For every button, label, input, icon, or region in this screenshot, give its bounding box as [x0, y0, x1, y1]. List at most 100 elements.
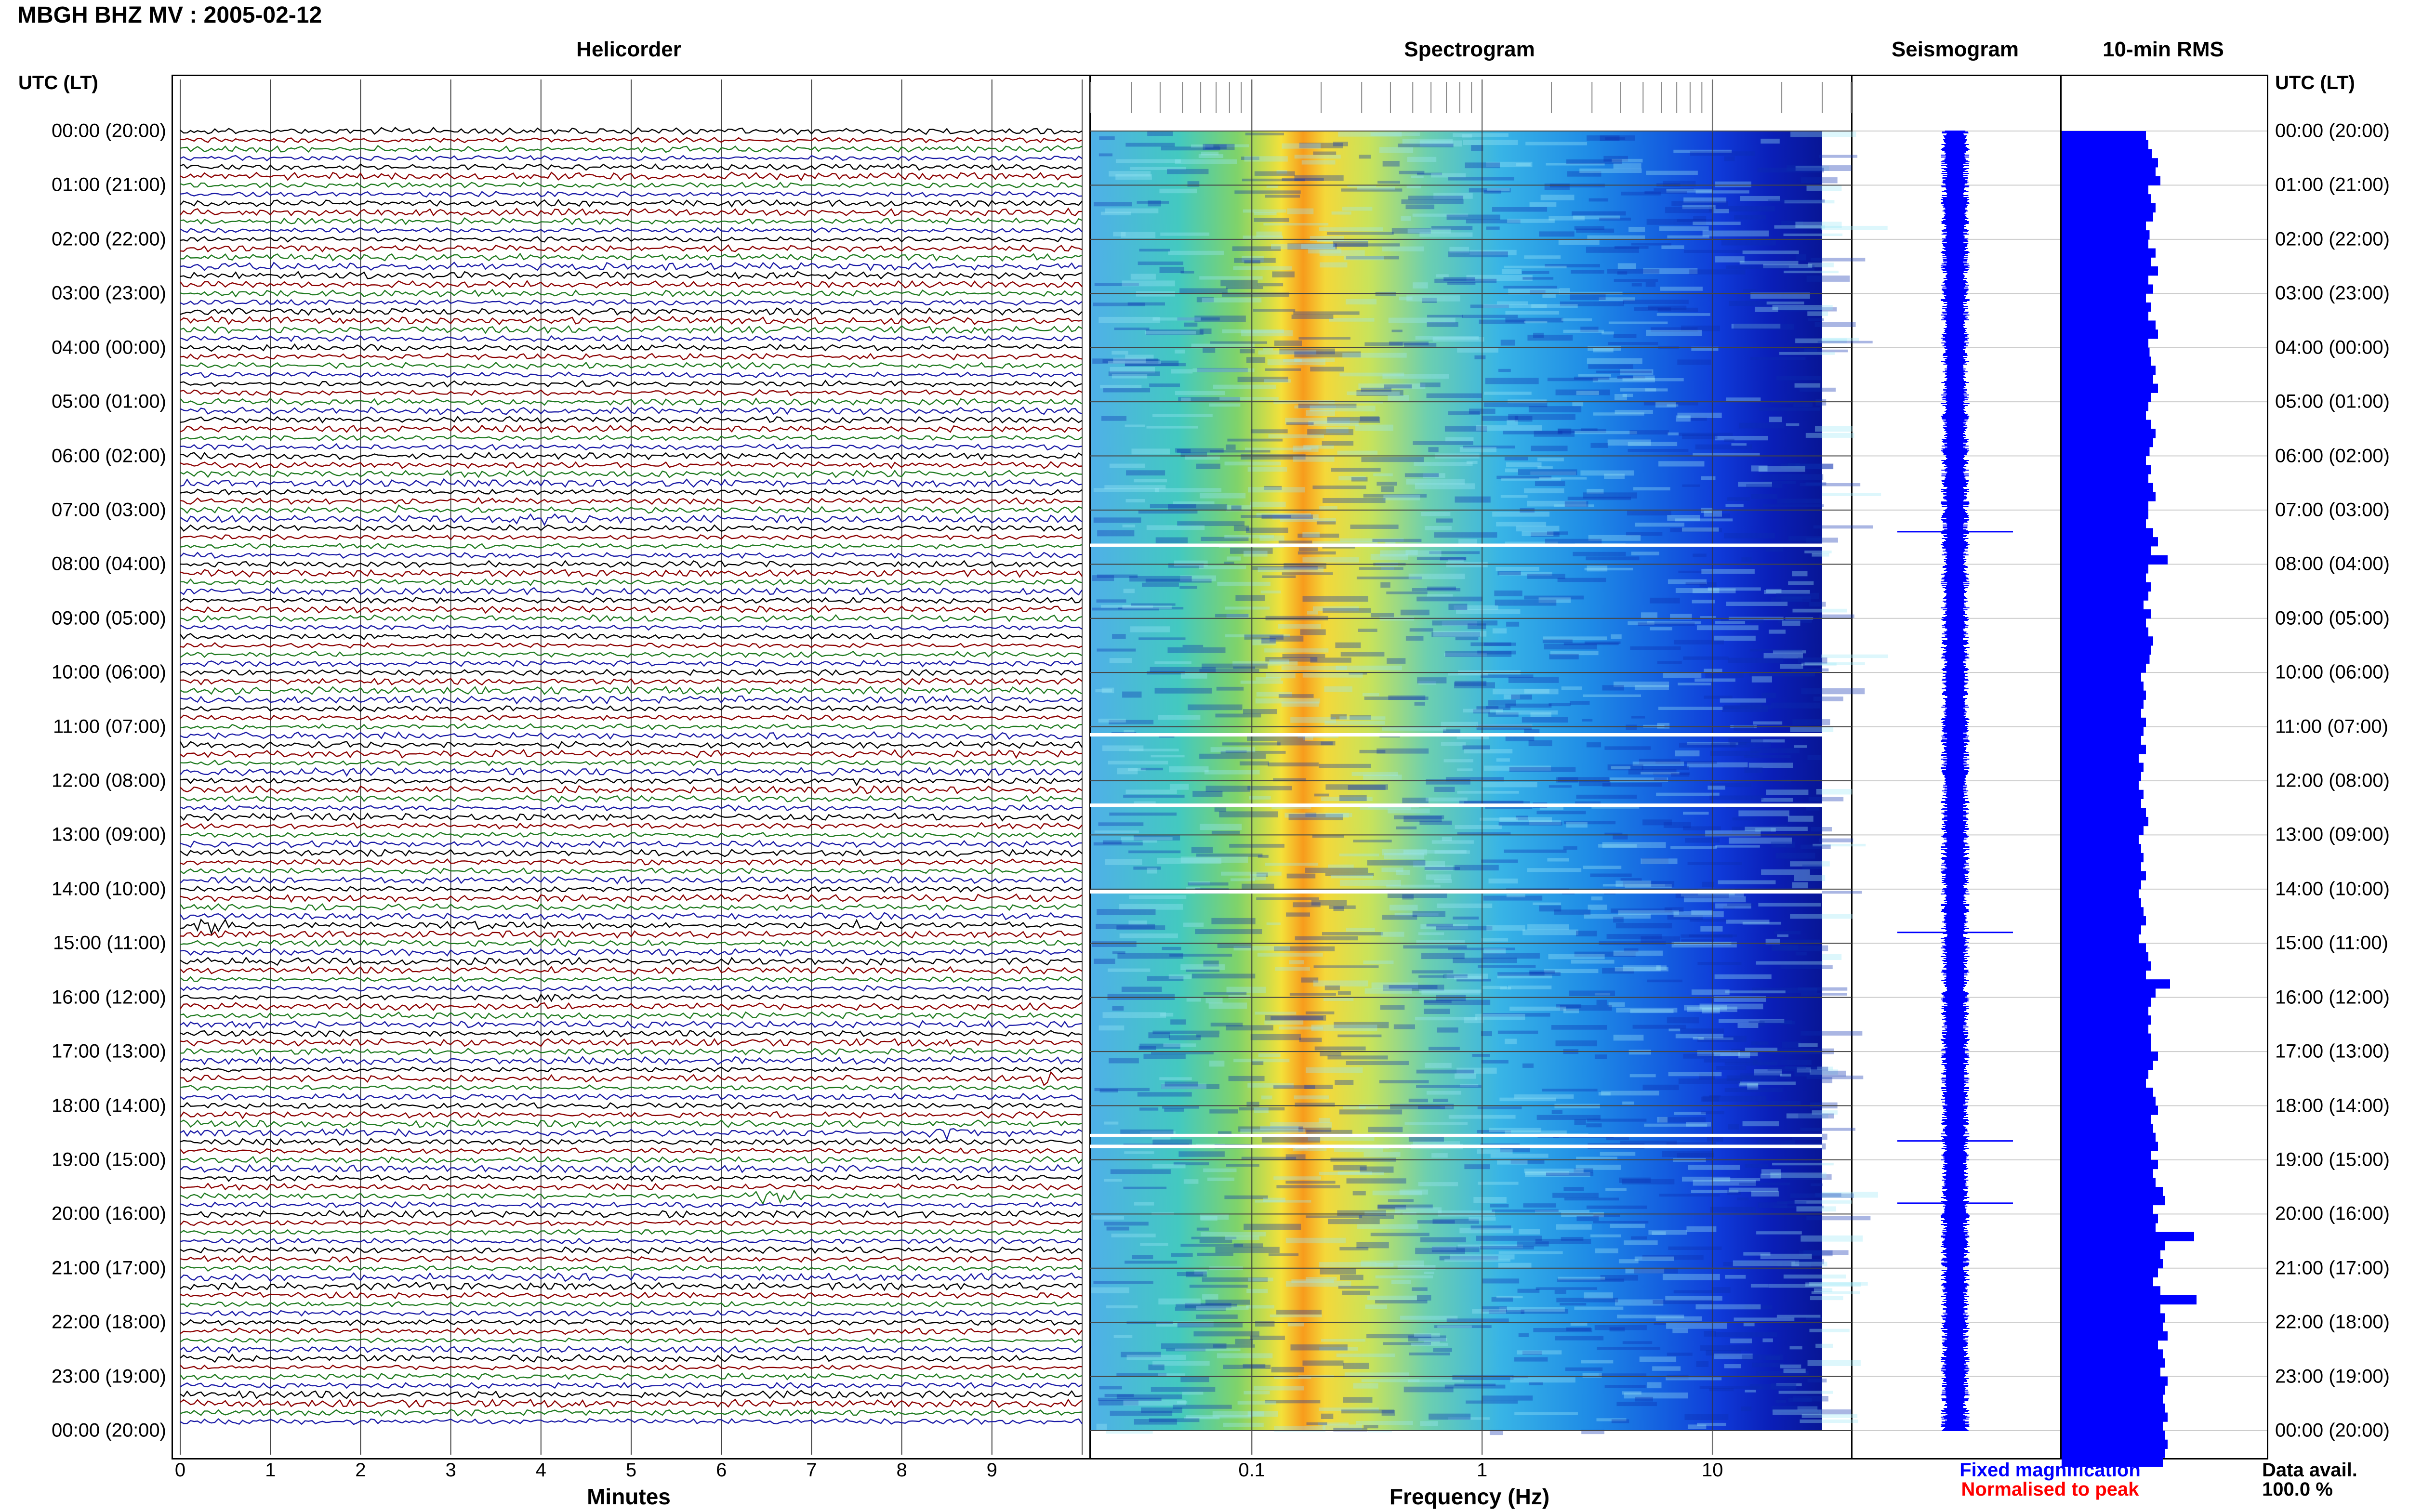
spectrogram-noise	[1609, 1327, 1625, 1332]
rms-bar	[2062, 844, 2141, 854]
spectrogram-noise	[1147, 976, 1184, 981]
spectrogram-noise	[1617, 376, 1645, 379]
spectrogram-noise	[1630, 1236, 1647, 1240]
helicorder-trace	[180, 587, 1083, 596]
helicorder-trace	[180, 695, 1083, 705]
spectrogram-noise	[1564, 1197, 1619, 1201]
spectrogram-noise	[1729, 837, 1792, 844]
spectrogram-noise	[1598, 844, 1637, 848]
spectrogram-noise	[1497, 1030, 1538, 1034]
spectrogram-noise	[1487, 188, 1510, 191]
spectrogram-noise	[1198, 154, 1224, 158]
helicorder-trace	[180, 524, 1083, 532]
spectrogram-noise	[1768, 1284, 1822, 1288]
spectrogram-noise	[1252, 639, 1276, 645]
spectrogram-noise	[1174, 560, 1208, 566]
spectrogram-noise	[1756, 1370, 1809, 1376]
spectrogram-noise	[1488, 1310, 1525, 1315]
rms-bar	[2062, 880, 2141, 890]
spectrogram-noise	[1452, 1375, 1514, 1381]
spectrogram-noise	[1806, 184, 1842, 191]
spectrogram-noise	[1121, 232, 1156, 238]
spectrogram-noise	[1747, 1083, 1759, 1090]
spectrogram-noise	[1132, 1255, 1153, 1260]
rms-bar	[2062, 1403, 2165, 1413]
spectrogram-noise	[1455, 496, 1491, 503]
spectrogram-noise	[1216, 686, 1244, 691]
spectrogram-noise	[1177, 448, 1191, 453]
spectrogram-noise	[1695, 1304, 1761, 1310]
helicorder-trace	[180, 434, 1083, 441]
spectrogram-noise	[1129, 749, 1179, 751]
spectrogram-noise	[1320, 1268, 1356, 1275]
hour-label-right: 00:00 (20:00)	[2275, 120, 2390, 142]
spectrogram-noise	[1522, 531, 1554, 536]
spectrogram-noise	[1694, 678, 1735, 682]
spectrogram-noise	[1210, 1023, 1243, 1027]
helicorder-trace	[180, 578, 1083, 586]
spectrogram-noise	[1793, 1396, 1828, 1402]
spectrogram-noise	[1319, 227, 1383, 231]
spectrogram-noise	[1527, 334, 1573, 341]
spectrogram-noise	[1798, 1043, 1818, 1047]
spectrogram-noise	[1658, 707, 1723, 710]
spectrogram-noise	[1587, 1118, 1647, 1122]
spectrogram-noise	[1635, 1396, 1653, 1402]
spectrogram-noise	[1783, 233, 1843, 237]
spectrogram-noise	[1350, 715, 1371, 720]
spectrogram-noise	[1771, 597, 1802, 602]
spectrogram-noise	[1737, 1023, 1759, 1028]
spectrogram-noise	[1180, 964, 1225, 970]
spectrogram-noise	[1308, 1137, 1375, 1141]
spectrogram-noise	[1244, 1391, 1270, 1394]
spectrogram-noise	[1273, 1176, 1321, 1180]
spectrogram-noise	[1418, 1338, 1447, 1341]
spectrogram-noise	[1726, 920, 1770, 924]
spectrogram-noise	[1819, 614, 1854, 618]
spectrogram-noise	[1261, 638, 1276, 644]
spectrogram-noise	[1200, 1214, 1229, 1220]
helicorder-trace	[180, 848, 1083, 857]
spectrogram-noise	[1539, 477, 1587, 480]
spectrogram-noise	[1239, 1107, 1285, 1111]
helicorder-trace	[180, 1071, 1083, 1086]
spectrogram-noise	[1790, 131, 1856, 137]
spectrogram-noise	[1166, 1348, 1206, 1352]
spectrogram-noise	[1180, 673, 1207, 679]
spectrogram-noise	[1646, 171, 1698, 175]
rms-bar	[2062, 952, 2148, 962]
spectrogram-noise	[1761, 798, 1793, 802]
hour-label-left: 21:00 (17:00)	[52, 1257, 166, 1279]
rms-bar	[2062, 997, 2151, 1007]
spectrogram-noise	[1427, 322, 1458, 327]
spectrogram-noise	[1407, 157, 1437, 162]
spectrogram-noise	[1777, 499, 1821, 504]
rms-bar	[2062, 320, 2156, 330]
spectrogram-noise	[1774, 1206, 1824, 1209]
spectrogram-noise	[1522, 929, 1579, 935]
spectrogram-noise	[1389, 905, 1418, 911]
rms-bar	[2062, 402, 2148, 411]
spectrogram-noise	[1331, 211, 1351, 215]
spectrogram-noise	[1175, 1348, 1241, 1351]
spectrogram-noise	[1628, 442, 1678, 447]
spectrogram-noise	[1290, 717, 1336, 723]
rms-bar	[2062, 528, 2153, 538]
spectrogram-noise	[1651, 327, 1698, 332]
spectrogram-noise	[1804, 662, 1865, 665]
spectrogram-noise	[1490, 1204, 1509, 1208]
spectrogram-noise	[1405, 204, 1435, 210]
spectrogram-noise	[1149, 383, 1180, 387]
spectrogram-noise	[1664, 907, 1684, 912]
spectrogram-noise	[1154, 687, 1212, 694]
spectrogram-noise	[1702, 881, 1714, 887]
spectrogram-noise	[1483, 895, 1543, 901]
spectrogram-noise	[1622, 394, 1633, 397]
spectrogram-noise	[1353, 1383, 1378, 1389]
spectrogram-noise	[1738, 482, 1772, 487]
spectrogram-noise	[1641, 858, 1678, 864]
spectrogram-noise	[1093, 1281, 1153, 1284]
spectrogram-noise	[1202, 663, 1268, 669]
spectrogram-noise	[1522, 717, 1568, 723]
spectrogram-noise	[1760, 1253, 1812, 1260]
